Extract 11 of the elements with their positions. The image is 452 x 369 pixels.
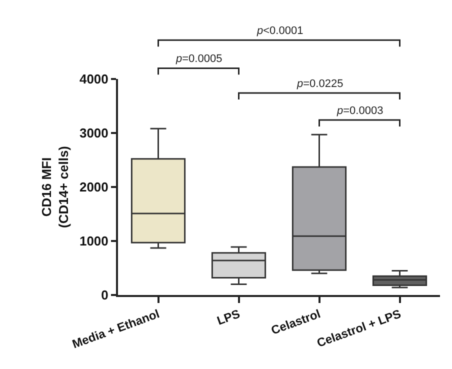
y-tick-label: 3000 [79,126,108,141]
y-tick-label: 4000 [79,72,108,87]
y-tick-label: 0 [101,288,108,303]
y-tick-label: 2000 [79,180,108,195]
x-tick-label: LPS [215,306,242,328]
y-axis-title: CD16 MFI (CD14+ cells) [39,146,71,228]
annotation: p=0.0003 [336,105,384,117]
text: p=0.0005 [175,53,222,65]
text: p<0.0001 [256,25,304,37]
annotation: p=0.0225 [296,78,344,90]
y-tick-label: 1000 [79,234,108,249]
